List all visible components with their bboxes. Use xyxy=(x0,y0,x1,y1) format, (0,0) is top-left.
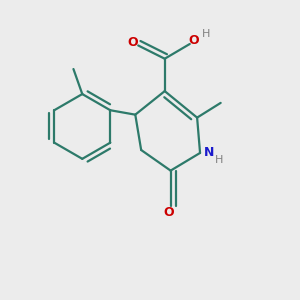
Text: O: O xyxy=(128,36,138,49)
Text: H: H xyxy=(202,29,210,39)
Text: N: N xyxy=(204,146,214,159)
Text: O: O xyxy=(189,34,200,47)
Text: H: H xyxy=(215,155,224,165)
Text: O: O xyxy=(164,206,175,219)
